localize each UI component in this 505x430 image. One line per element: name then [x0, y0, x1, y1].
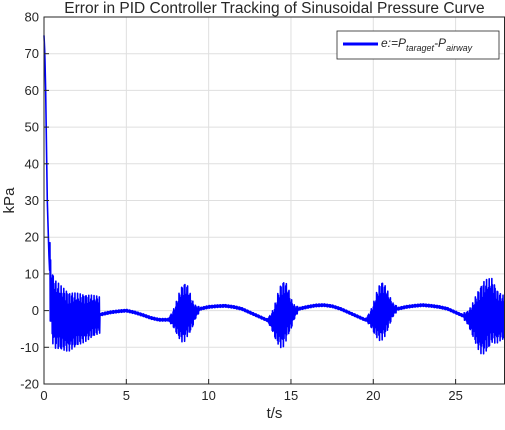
x-tick-labels: 0 5 10 15 20 25	[40, 388, 462, 403]
legend: e:=Ptaraget-Pairway	[336, 30, 500, 60]
plot-area	[43, 35, 505, 355]
x-axis-label: t/s	[267, 405, 283, 422]
y-tick-label: 80	[25, 10, 39, 25]
y-tick-label: 50	[25, 120, 39, 135]
y-tick-label: 60	[25, 83, 39, 98]
series-line-error	[43, 35, 505, 355]
x-tick-label: 0	[40, 388, 47, 403]
legend-subscript-airway: airway	[446, 43, 473, 53]
y-tick-labels: -20 -10 0 10 20 30 40 50 60 70 80	[20, 10, 39, 392]
x-tick-label: 20	[366, 388, 380, 403]
y-tick-label: 0	[32, 303, 39, 318]
y-tick-label: 10	[25, 266, 39, 281]
y-tick-label: -10	[20, 340, 39, 355]
tick-marks	[43, 16, 457, 385]
legend-subscript-target: taraget	[406, 43, 435, 53]
x-tick-label: 5	[123, 388, 130, 403]
y-tick-label: 40	[25, 156, 39, 171]
x-tick-label: 25	[448, 388, 462, 403]
y-tick-label: 20	[25, 230, 39, 245]
y-axis-label: kPa	[1, 187, 18, 214]
legend-mid-text: -P	[434, 36, 446, 50]
x-tick-label: 15	[284, 388, 298, 403]
legend-main-text: e:=P	[381, 36, 406, 50]
y-tick-label: 70	[25, 46, 39, 61]
x-tick-label: 10	[201, 388, 215, 403]
legend-entry-label: e:=Ptaraget-Pairway	[381, 36, 473, 53]
chart-title: Error in PID Controller Tracking of Sinu…	[64, 0, 484, 17]
y-tick-label: -20	[20, 377, 39, 392]
y-tick-label: 30	[25, 193, 39, 208]
